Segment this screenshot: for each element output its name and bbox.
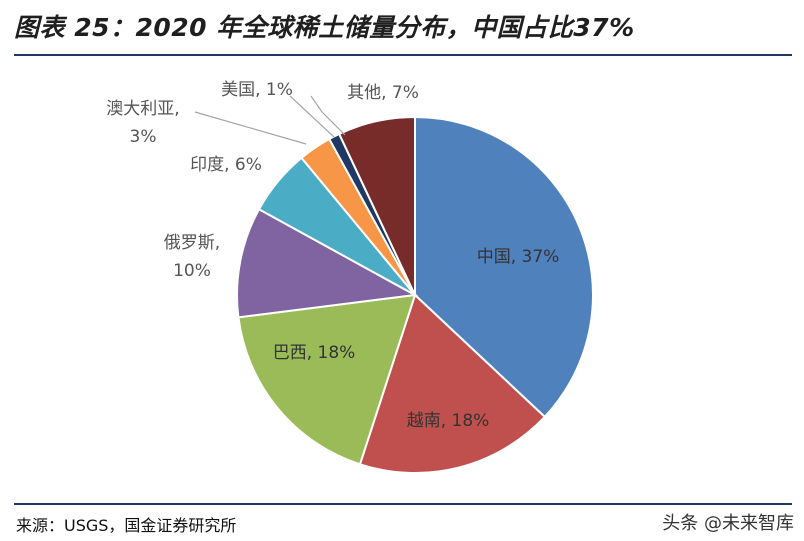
source-divider bbox=[14, 503, 792, 505]
slice-labels: 中国, 37% 越南, 18% 巴西, 18% 俄罗斯, 10% 印度, 6% 澳大利亚, 3… bbox=[106, 80, 559, 431]
title-divider bbox=[14, 54, 792, 56]
pie-slice-vietnam bbox=[358, 293, 547, 474]
slice-label-australia: 澳大利亚, 3% bbox=[106, 99, 179, 147]
pie-slice-brazil bbox=[237, 293, 417, 466]
slice-label-india: 印度, 6% bbox=[190, 155, 262, 175]
slice-label-other: 其他, 7% bbox=[347, 83, 419, 103]
pie-slice-china bbox=[414, 115, 594, 419]
slice-label-russia: 俄罗斯, 10% bbox=[164, 233, 220, 281]
slice-label-usa: 美国, 1% bbox=[221, 80, 293, 100]
pie-slice-russia bbox=[236, 207, 419, 319]
pie-slice-other bbox=[337, 115, 416, 296]
source-note: 来源：USGS，国金证券研究所 bbox=[16, 516, 237, 535]
slice-label-china: 中国, 37% bbox=[477, 247, 560, 267]
slice-label-brazil: 巴西, 18% bbox=[273, 343, 356, 363]
leader-line-usa bbox=[289, 95, 335, 138]
chart-title: 图表 25：2020 年全球稀土储量分布，中国占比37% bbox=[14, 13, 635, 42]
slice-label-vietnam: 越南, 18% bbox=[407, 411, 490, 431]
leader-lines bbox=[194, 95, 346, 145]
leader-line-australia bbox=[194, 111, 307, 145]
pie-slices bbox=[236, 115, 594, 474]
watermark: 头条 @未来智库 bbox=[662, 513, 794, 534]
leader-line-other bbox=[310, 95, 346, 136]
